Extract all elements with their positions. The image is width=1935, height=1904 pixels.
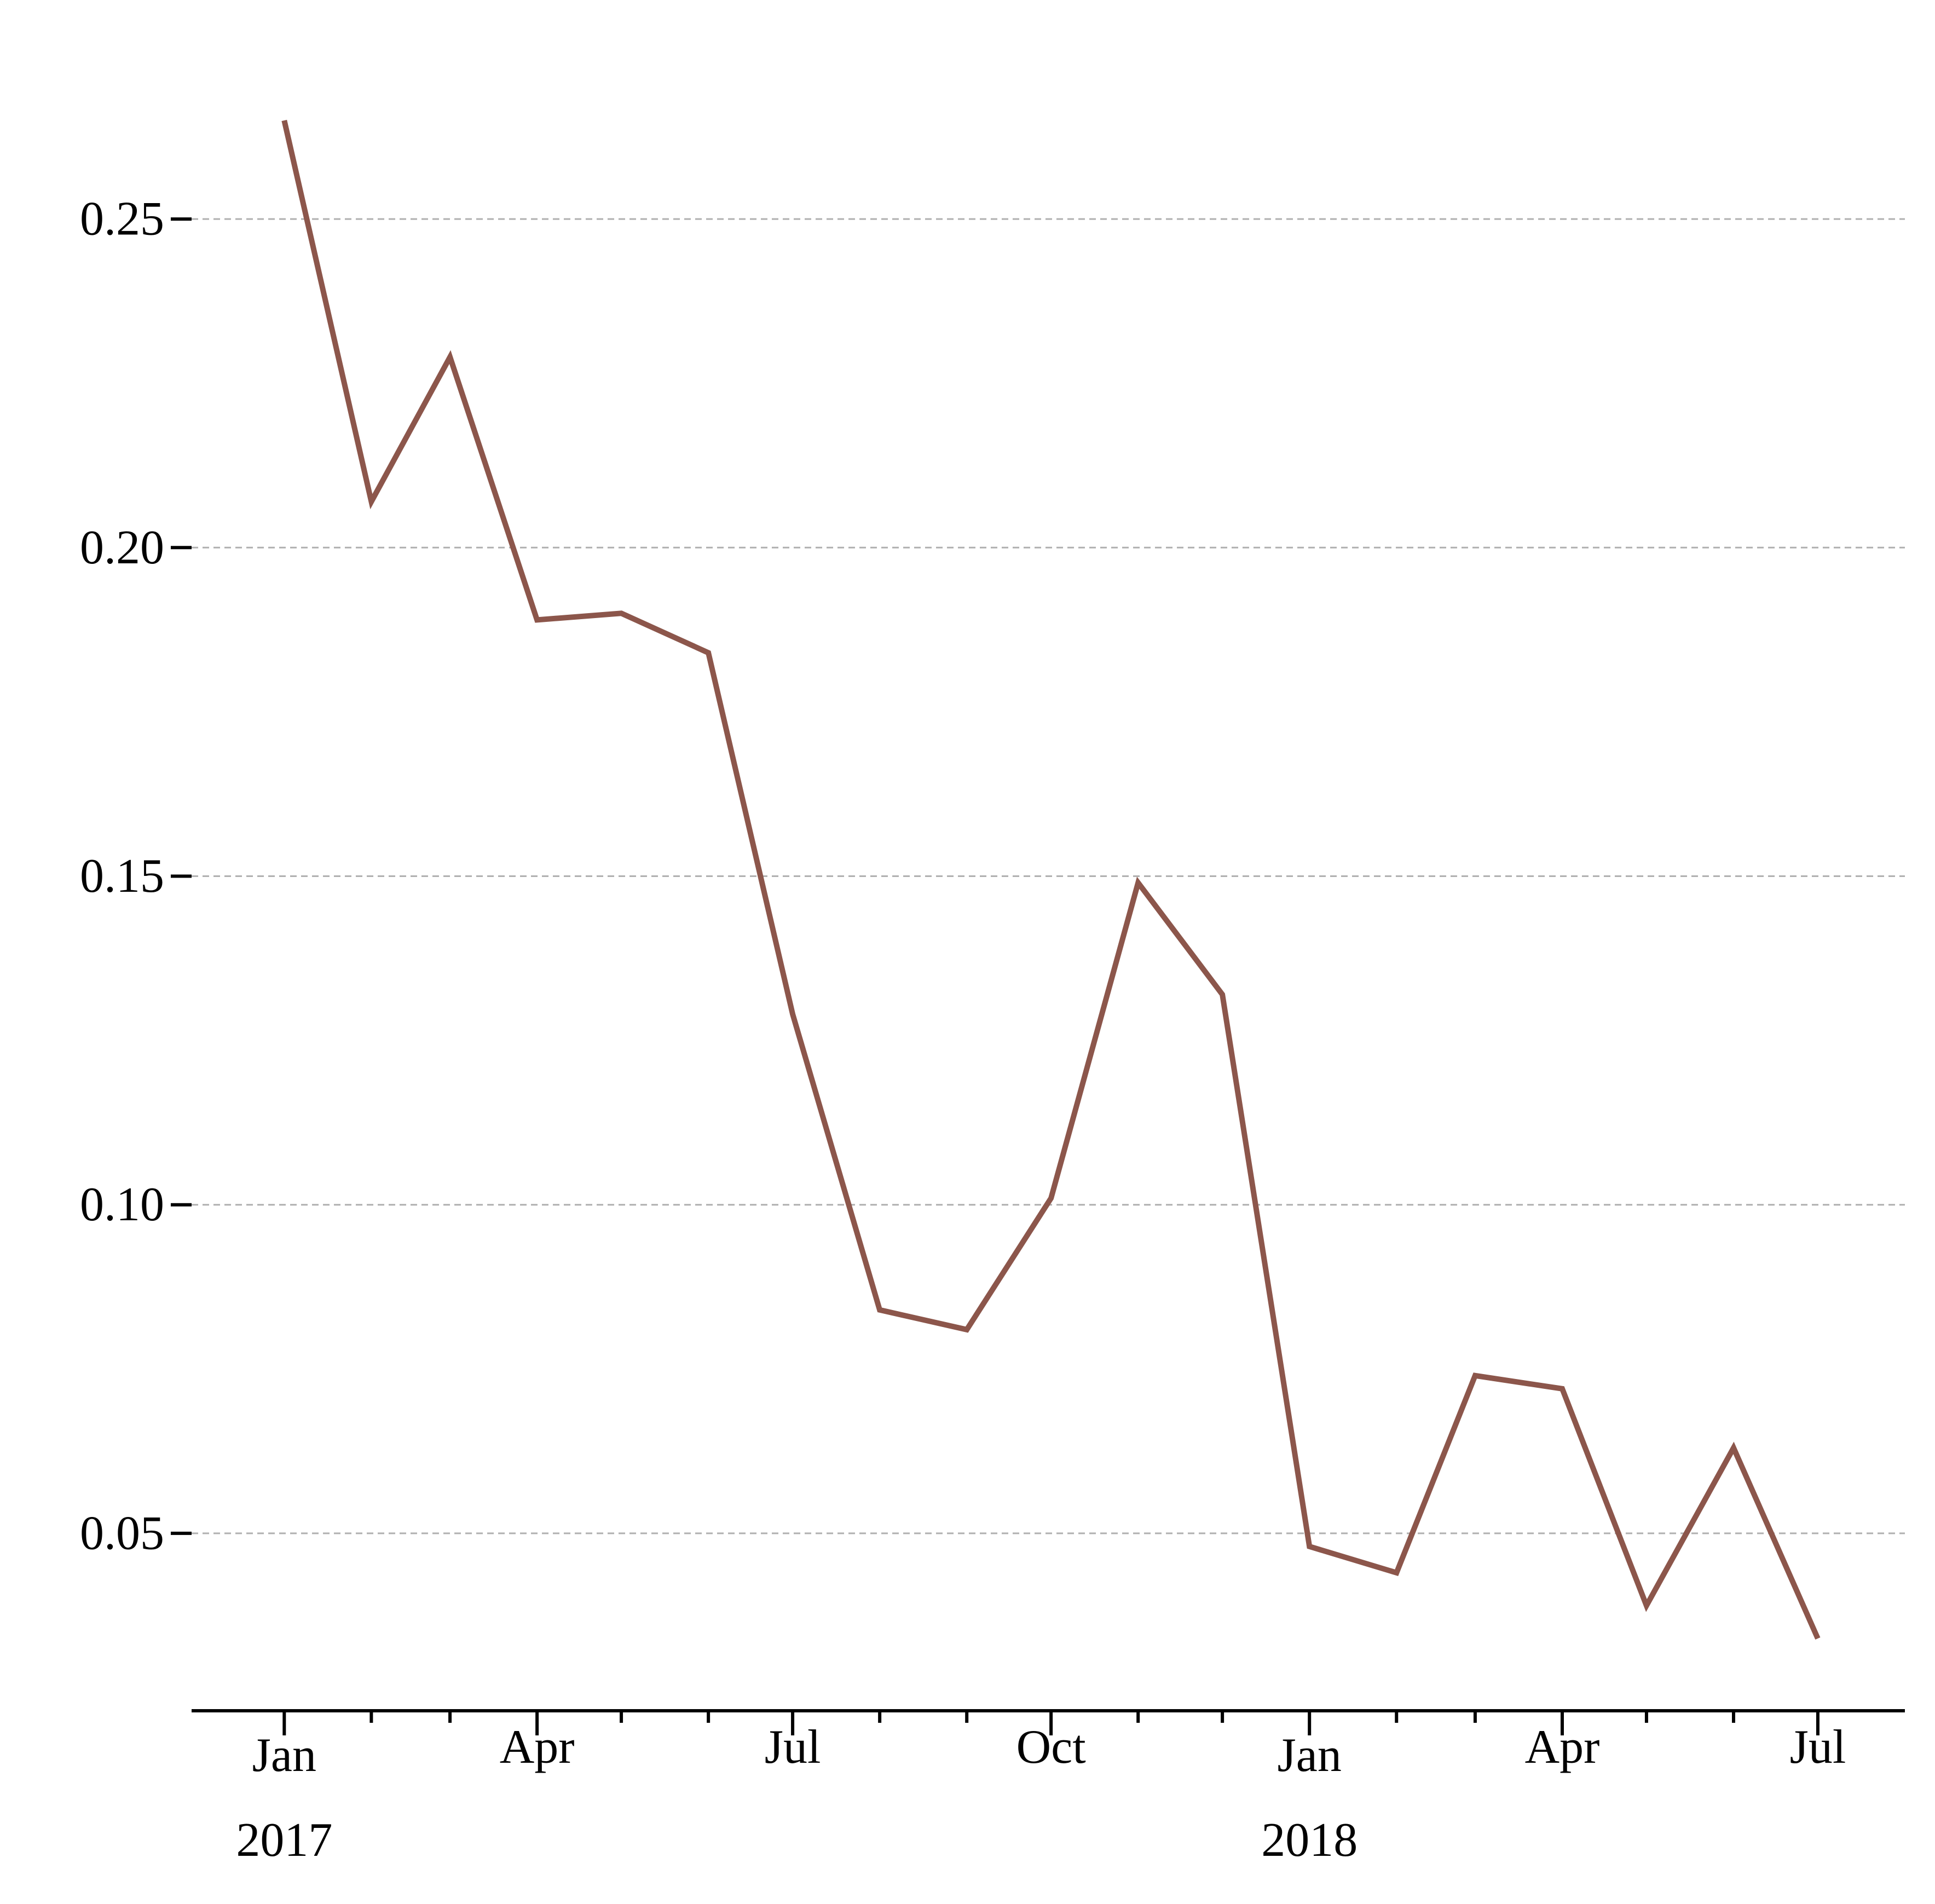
x-tick-year-label: 2018	[1261, 1814, 1358, 1867]
series-lines	[281, 119, 1821, 1640]
x-tick-label: Apr	[1525, 1721, 1600, 1774]
series-line	[281, 119, 1821, 1640]
y-tick-label: 0.10	[80, 1178, 164, 1231]
x-tick-label: Apr	[500, 1721, 575, 1774]
grid-lines	[192, 218, 1905, 1534]
x-tick-year-label: 2017	[236, 1814, 332, 1867]
x-tick-label: Jan	[1278, 1729, 1342, 1782]
x-tick-label: Jan	[252, 1729, 316, 1782]
y-tick-label: 0.05	[80, 1507, 164, 1560]
x-tick-label: Jul	[765, 1721, 821, 1774]
x-tick-label: Oct	[1016, 1721, 1086, 1774]
x-tick-label: Jul	[1790, 1721, 1846, 1774]
y-tick-label: 0.15	[80, 850, 164, 903]
y-axis: 0.05 0.10 0.15 0.20 0.25	[80, 193, 192, 1560]
x-axis: Jan 2017 Apr Jul Oct Jan 2018 Apr Jul	[192, 1709, 1905, 1867]
y-tick-label: 0.20	[80, 521, 164, 574]
y-tick-label: 0.25	[80, 193, 164, 246]
